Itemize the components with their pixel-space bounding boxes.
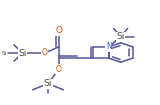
Text: N: N xyxy=(106,42,112,51)
Text: O: O xyxy=(55,26,62,35)
Text: O: O xyxy=(42,48,48,57)
Text: Si: Si xyxy=(1,51,6,56)
Text: O: O xyxy=(56,65,62,74)
Text: Si: Si xyxy=(44,79,52,88)
Text: Si: Si xyxy=(116,32,125,41)
Text: Si: Si xyxy=(18,49,27,58)
